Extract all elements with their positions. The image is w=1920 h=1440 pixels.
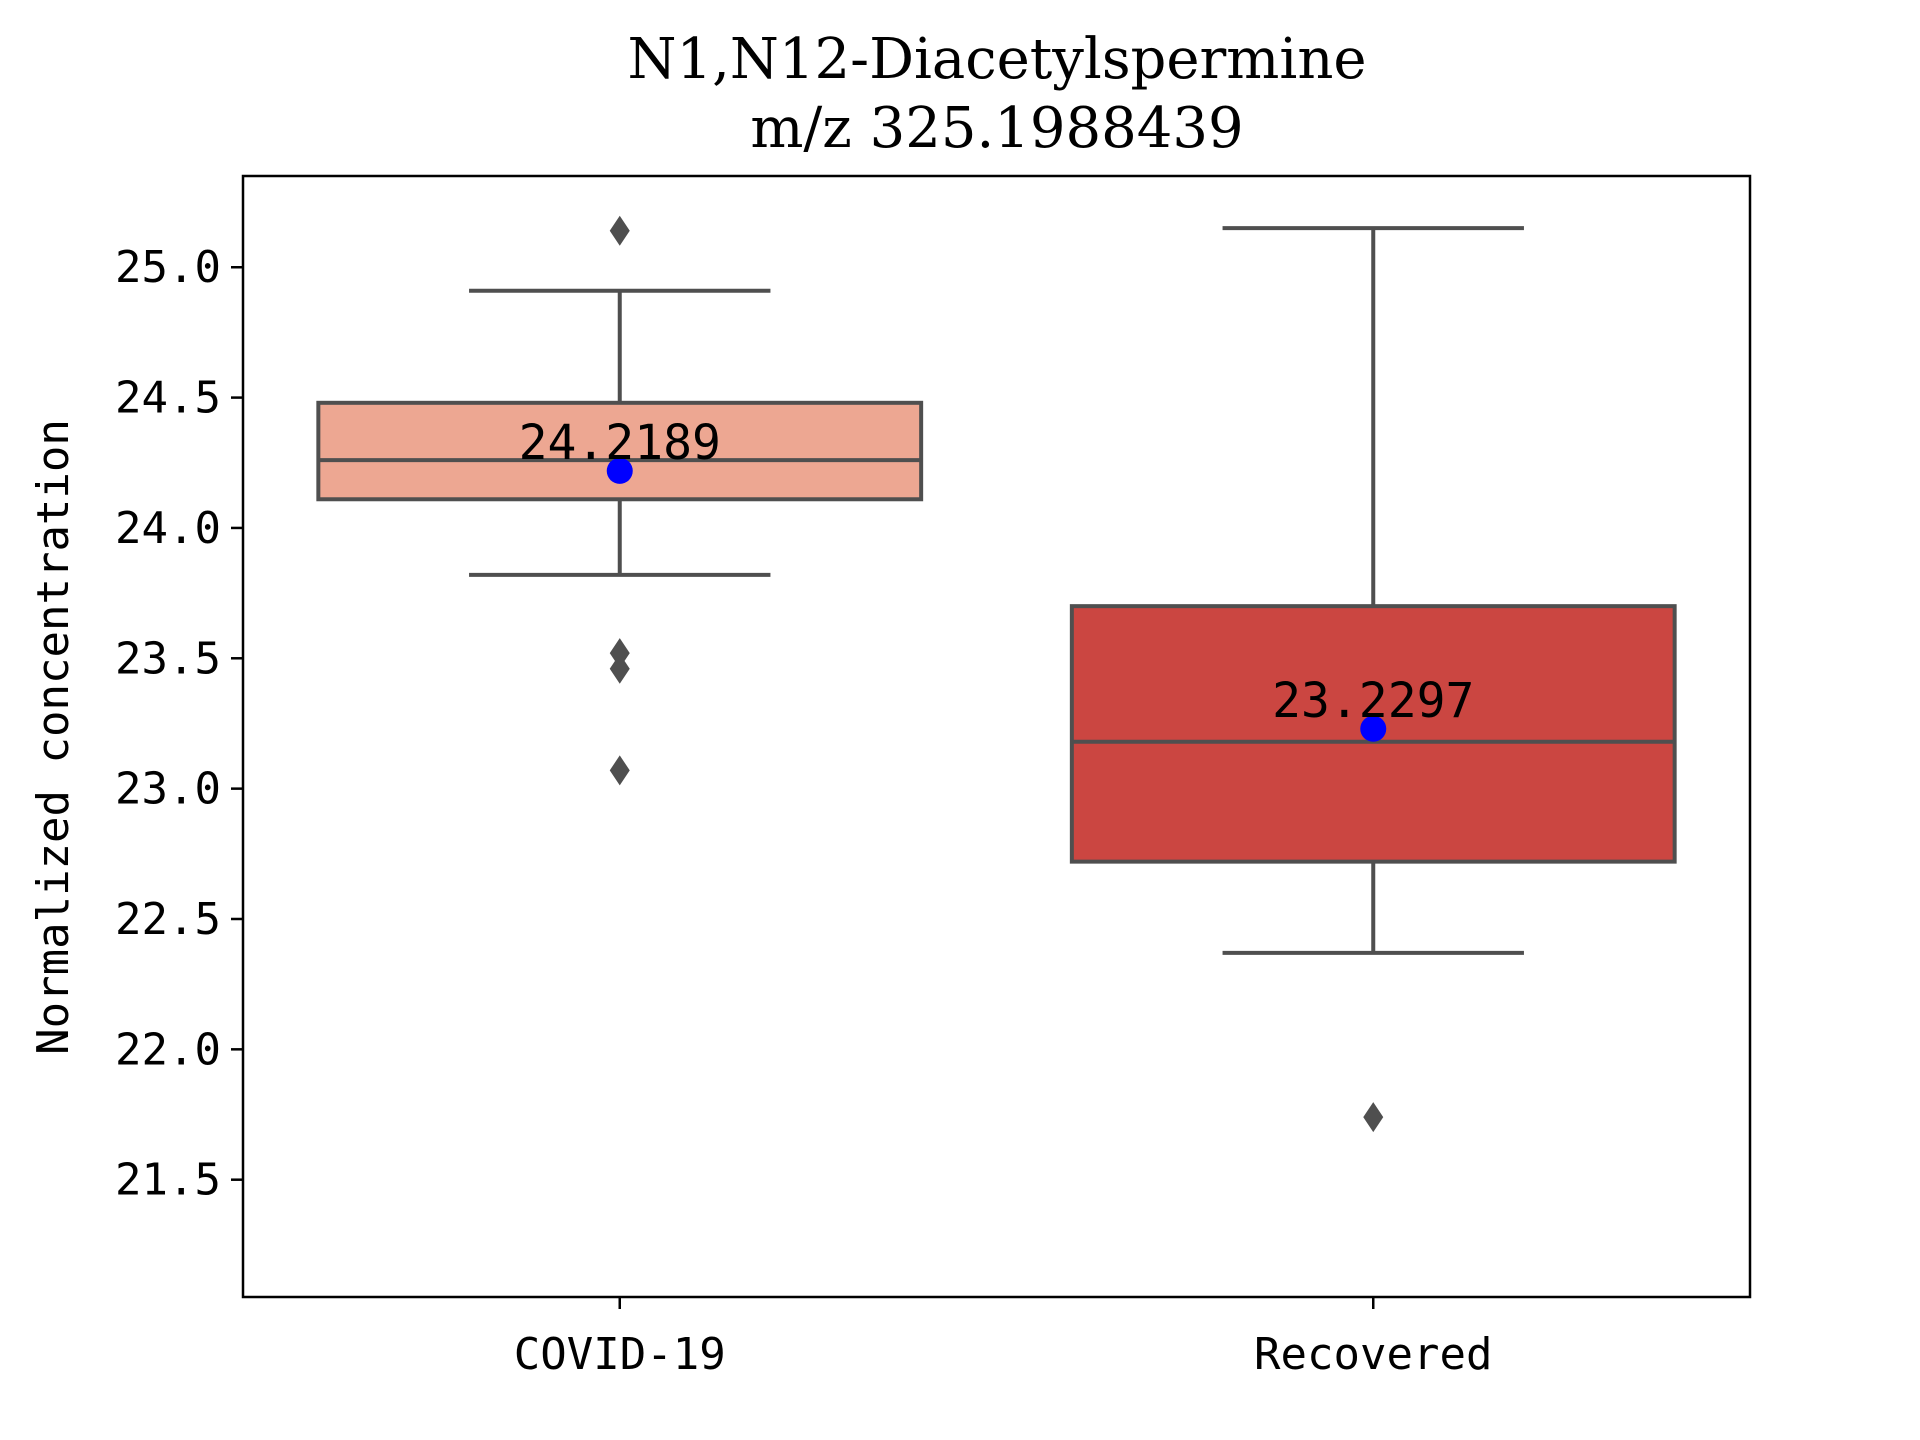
outlier-point bbox=[609, 653, 630, 684]
chart-title-line2: m/z 325.1988439 bbox=[750, 96, 1243, 161]
plot-frame bbox=[241, 174, 1752, 1299]
chart-title-line1: N1,N12-Diacetylspermine bbox=[627, 27, 1366, 92]
mean-marker bbox=[1360, 715, 1387, 742]
outlier-point bbox=[609, 638, 630, 669]
y-tick-label: 22.5 bbox=[115, 894, 221, 945]
outlier-point bbox=[609, 215, 630, 246]
x-tick-label: COVID-19 bbox=[514, 1329, 726, 1380]
outlier-point bbox=[609, 755, 630, 786]
plot-area: 21.5 22.0 22.5 23.0 23.5 24.0 24.5 25.0 COVID-19… bbox=[115, 215, 1677, 1380]
y-tick-label: 23.5 bbox=[115, 633, 221, 684]
y-tick-label: 24.0 bbox=[115, 503, 221, 554]
mean-value-label: 24.2189 bbox=[519, 415, 721, 471]
mean-value-label: 23.2297 bbox=[1272, 673, 1474, 729]
outlier-point bbox=[1363, 1102, 1384, 1133]
y-axis-label: Normalized concentration bbox=[28, 419, 79, 1055]
y-tick-label: 22.0 bbox=[115, 1024, 221, 1075]
y-tick-label: 23.0 bbox=[115, 764, 221, 815]
mean-marker bbox=[606, 457, 633, 484]
y-tick-label: 21.5 bbox=[115, 1155, 221, 1206]
x-tick-label: Recovered bbox=[1254, 1329, 1492, 1380]
y-tick-label: 25.0 bbox=[115, 242, 221, 293]
y-tick-label: 24.5 bbox=[115, 373, 221, 424]
